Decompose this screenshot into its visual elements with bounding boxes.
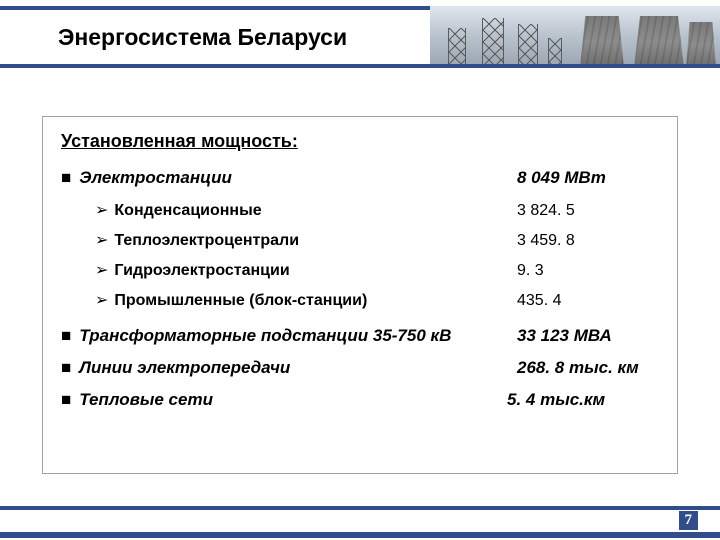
row-industrial: ➢ Промышленные (блок-станции) 435. 4 — [61, 290, 657, 310]
cooling-tower-icon — [580, 16, 624, 68]
arrow-bullet-icon: ➢ — [95, 200, 108, 220]
label-text: Линии электропередачи — [79, 358, 290, 377]
label-text: Промышленные (блок-станции) — [114, 292, 367, 309]
row-condensing: ➢ Конденсационные 3 824. 5 — [61, 200, 657, 220]
cooling-tower-icon — [634, 16, 684, 68]
label: ■ Электростанции — [61, 168, 517, 188]
section-title: Установленная мощность: — [61, 131, 657, 152]
title-underline-bar — [0, 64, 720, 68]
value: 268. 8 тыс. км — [517, 358, 657, 378]
square-bullet-icon: ■ — [61, 326, 71, 346]
pylon-icon — [482, 18, 504, 68]
row-hydro: ➢ Гидроэлектростанции 9. 3 — [61, 260, 657, 280]
square-bullet-icon: ■ — [61, 390, 71, 410]
row-power-plants: ■ Электростанции 8 049 МВт — [61, 168, 657, 188]
label-text: Трансформаторные подстанции 35-750 кВ — [79, 326, 451, 345]
row-power-lines: ■ Линии электропередачи 268. 8 тыс. км — [61, 358, 657, 378]
label: ➢ Конденсационные — [95, 200, 517, 220]
square-bullet-icon: ■ — [61, 358, 71, 378]
arrow-bullet-icon: ➢ — [95, 260, 108, 280]
value: 435. 4 — [517, 292, 657, 310]
header: Энергосистема Беларуси — [0, 0, 720, 78]
footer-bar-bottom — [0, 532, 720, 538]
label-text: Электростанции — [79, 168, 232, 187]
pylon-icon — [518, 24, 538, 68]
pylon-icon — [448, 28, 466, 68]
arrow-bullet-icon: ➢ — [95, 230, 108, 250]
label: ➢ Гидроэлектростанции — [95, 260, 517, 280]
page-title: Энергосистема Беларуси — [58, 24, 347, 51]
label-text: Конденсационные — [114, 202, 261, 219]
header-photo — [430, 6, 720, 68]
square-bullet-icon: ■ — [61, 168, 71, 188]
value: 8 049 МВт — [517, 168, 657, 188]
footer-bar-top — [0, 506, 720, 510]
row-substations: ■ Трансформаторные подстанции 35-750 кВ 3… — [61, 326, 657, 346]
row-chp: ➢ Теплоэлектроцентрали 3 459. 8 — [61, 230, 657, 250]
value: 3 824. 5 — [517, 202, 657, 220]
label: ■ Тепловые сети — [61, 390, 507, 410]
label-text: Тепловые сети — [79, 390, 213, 409]
cooling-tower-icon — [686, 22, 716, 68]
label: ■ Трансформаторные подстанции 35-750 кВ — [61, 326, 517, 346]
label: ➢ Промышленные (блок-станции) — [95, 290, 517, 310]
value: 33 123 МВА — [517, 326, 657, 346]
arrow-bullet-icon: ➢ — [95, 290, 108, 310]
label-text: Гидроэлектростанции — [114, 262, 289, 279]
row-heat-networks: ■ Тепловые сети 5. 4 тыс.км — [61, 390, 657, 410]
value: 5. 4 тыс.км — [507, 390, 657, 410]
label-text: Теплоэлектроцентрали — [114, 232, 299, 249]
page-number: 7 — [679, 511, 699, 530]
label: ■ Линии электропередачи — [61, 358, 517, 378]
value: 9. 3 — [517, 262, 657, 280]
content-box: Установленная мощность: ■ Электростанции … — [42, 116, 678, 474]
label: ➢ Теплоэлектроцентрали — [95, 230, 517, 250]
value: 3 459. 8 — [517, 232, 657, 250]
